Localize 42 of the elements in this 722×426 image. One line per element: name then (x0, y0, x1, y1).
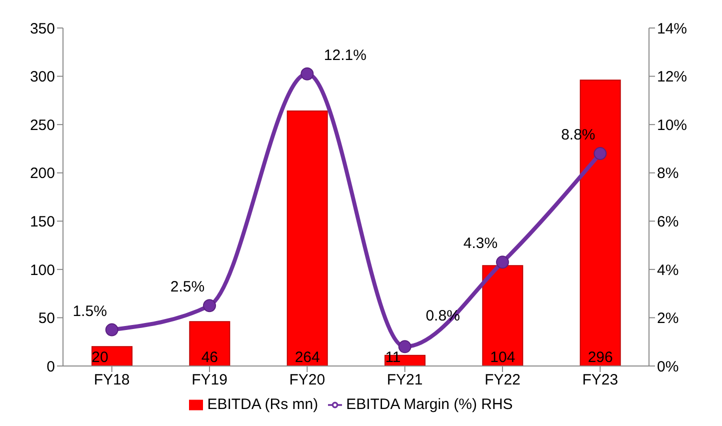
y-tick-label: 350 (30, 20, 55, 38)
y-tick-label: 50 (38, 310, 55, 328)
x-tick-label: FY23 (582, 372, 618, 389)
y-tick-label: 300 (30, 68, 55, 86)
point (594, 147, 607, 160)
y2-tick-label: 0% (657, 358, 679, 376)
data-label: 264 (294, 349, 320, 366)
x-tick-label: FY20 (289, 372, 326, 389)
x-tick-label: FY21 (386, 372, 423, 389)
y2-tick-label: 14% (657, 20, 688, 38)
data-label: 104 (490, 349, 516, 366)
y2-tick-label: 8% (657, 165, 679, 182)
point (496, 256, 509, 269)
x-tick-label: FY19 (192, 372, 228, 389)
y2-tick-label: 4% (657, 262, 679, 279)
bar (189, 321, 230, 366)
y2-tick-label: 12% (657, 68, 688, 86)
bar (482, 265, 524, 366)
bar (286, 110, 328, 366)
point (398, 340, 412, 354)
data-label: 46 (201, 349, 218, 366)
legend-label: EBITDA (Rs mn) (207, 396, 318, 413)
data-label: 2.5% (170, 278, 205, 296)
point (203, 299, 216, 312)
point (105, 323, 118, 336)
data-label: 12.1% (324, 46, 366, 64)
x-tick-label: FY18 (94, 372, 130, 389)
data-label: 20 (92, 349, 108, 366)
y-tick-label: 250 (30, 116, 55, 134)
x-tick-label: FY22 (484, 372, 520, 389)
legend-label: EBITDA Margin (%) RHS (346, 396, 513, 413)
y-tick-label: 200 (30, 165, 55, 182)
point (300, 67, 314, 80)
y2-tick-label: 2% (657, 310, 679, 328)
y2-tick-label: 10% (657, 116, 688, 134)
data-label: 1.5% (72, 302, 107, 320)
y-tick-label: 0 (46, 358, 55, 376)
y2-tick-label: 6% (657, 213, 679, 230)
y-tick-label: 150 (30, 213, 55, 230)
data-label: 4.3% (463, 235, 498, 252)
data-label: 296 (588, 349, 613, 366)
y-tick-label: 100 (30, 262, 55, 279)
